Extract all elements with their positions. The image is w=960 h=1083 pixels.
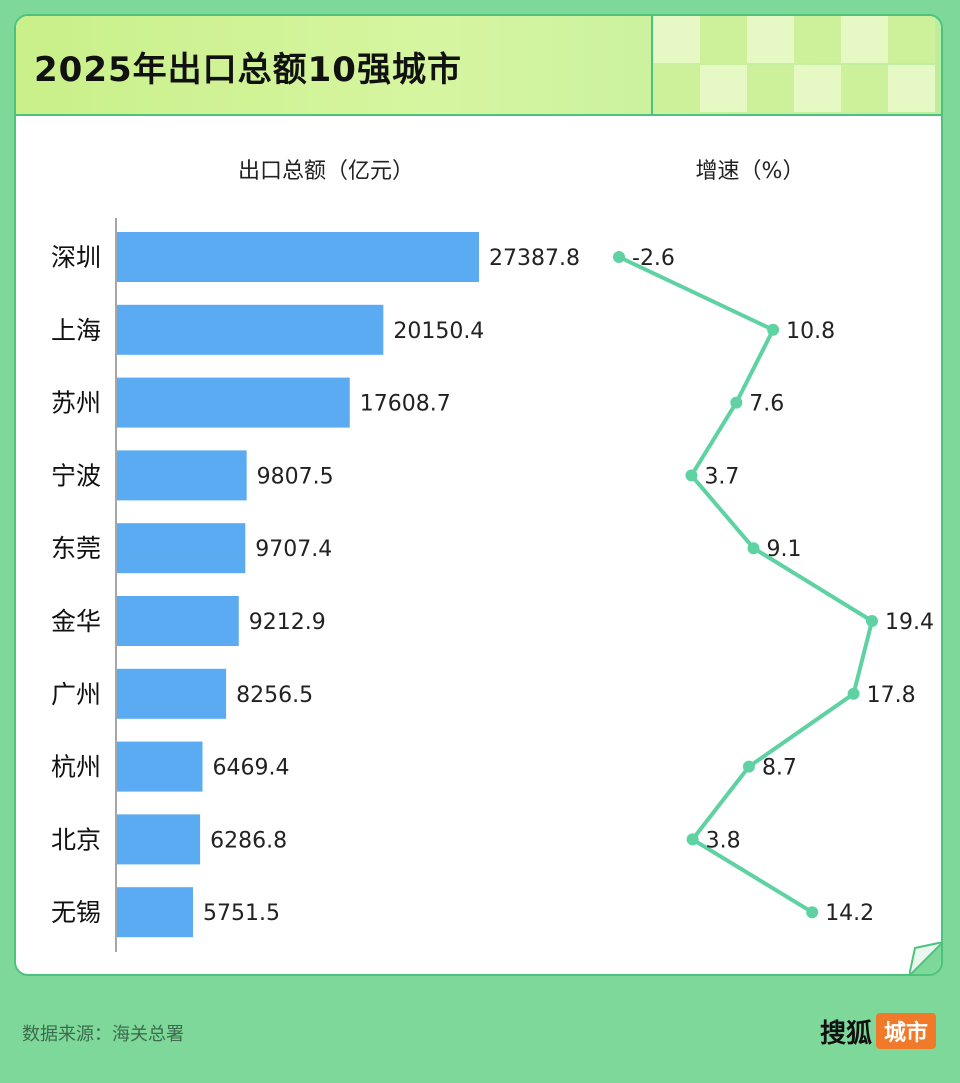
bar <box>117 450 247 501</box>
brand-tag: 城市 <box>875 1013 936 1049</box>
growth-line <box>618 255 874 914</box>
line-value-label: 3.8 <box>706 828 741 853</box>
bar <box>117 596 239 646</box>
line-value-label: 10.8 <box>786 319 835 344</box>
source-note: 数据来源：海关总署 <box>22 1024 184 1045</box>
chart-title: 2025年出口总额10强城市 <box>34 50 462 90</box>
line-point <box>613 251 625 263</box>
bar-value-label: 6286.8 <box>210 828 287 853</box>
bar-value-label: 27387.8 <box>489 246 580 271</box>
bar <box>117 523 246 574</box>
bar-panel-title: 出口总额（亿元） <box>238 159 414 184</box>
line-point <box>747 542 760 555</box>
checker-decoration <box>651 16 941 114</box>
page-fold-icon <box>909 942 941 974</box>
line-panel-title: 增速（%） <box>696 159 805 184</box>
line-point <box>686 833 699 846</box>
line-point <box>730 396 743 409</box>
bar-value-label: 20150.4 <box>393 319 484 344</box>
bar-value-label: 9807.5 <box>257 464 334 489</box>
bar <box>117 304 384 355</box>
line-point <box>685 469 698 482</box>
bar <box>117 668 227 719</box>
category-label: 杭州 <box>51 753 101 782</box>
line-point <box>847 687 860 700</box>
bar <box>117 887 194 938</box>
bar-value-label: 6469.4 <box>213 756 290 781</box>
line-value-label: 3.7 <box>704 464 739 489</box>
line-value-label: 7.6 <box>749 392 784 417</box>
line-value-label: 8.7 <box>762 756 797 781</box>
category-label: 金华 <box>51 607 101 636</box>
category-label: 无锡 <box>51 898 101 927</box>
bar-value-label: 9212.9 <box>249 610 326 635</box>
bar <box>117 377 350 428</box>
line-point <box>742 760 755 773</box>
line-point <box>806 906 819 919</box>
bar-value-label: 17608.7 <box>360 392 451 417</box>
bar <box>117 814 201 865</box>
category-label: 宁波 <box>51 461 101 490</box>
category-label: 上海 <box>51 316 101 345</box>
bar-value-label: 9707.4 <box>255 537 332 562</box>
line-value-label: 14.2 <box>825 901 874 926</box>
chart-area: 出口总额（亿元） 增速（%） 深圳 27387.8 上海 20150.4 苏州 17608.7… <box>51 159 934 952</box>
bar <box>117 741 203 792</box>
brand-name: 搜狐 <box>819 1018 872 1049</box>
line-value-label: 19.4 <box>885 610 934 635</box>
line-point <box>866 615 878 627</box>
category-label: 东莞 <box>51 534 101 563</box>
brand-logo: 搜狐 城市 <box>819 1013 936 1049</box>
title-bar: 2025年出口总额10强城市 <box>16 16 941 116</box>
bar-value-label: 5751.5 <box>203 901 280 926</box>
category-label: 苏州 <box>51 389 101 418</box>
category-label: 深圳 <box>51 243 101 272</box>
line-value-label: 17.8 <box>867 683 916 708</box>
category-label: 北京 <box>51 825 101 854</box>
category-label: 广州 <box>51 680 101 709</box>
line-point <box>767 323 780 336</box>
bar <box>117 232 479 282</box>
line-value-label: -2.6 <box>632 246 675 271</box>
line-value-label: 9.1 <box>767 537 802 562</box>
bar-value-label: 8256.5 <box>236 683 313 708</box>
